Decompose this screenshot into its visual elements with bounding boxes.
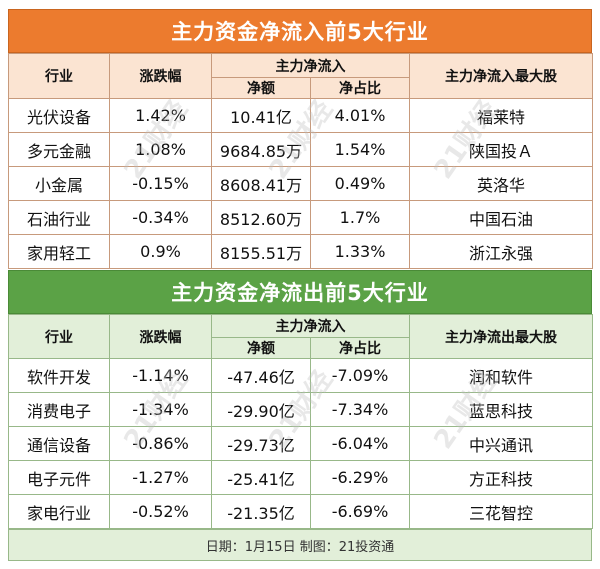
cell-change: 0.9% [109, 234, 212, 269]
header-amount: 净额 [211, 77, 311, 99]
cell-change: -1.34% [109, 392, 212, 427]
outflow-table: 行业 涨跌幅 主力净流入 主力净流出最大股 净额 净占比 软件开发 -1.14%… [8, 314, 593, 529]
cell-change: -0.15% [109, 166, 212, 201]
cell-top-stock: 三花智控 [409, 494, 593, 529]
cell-ratio: -7.09% [310, 358, 410, 393]
header-ratio: 净占比 [310, 77, 410, 99]
cell-top-stock: 蓝思科技 [409, 392, 593, 427]
cell-industry: 光伏设备 [8, 98, 110, 133]
cell-top-stock: 陕国投Ａ [409, 132, 593, 167]
cell-industry: 通信设备 [8, 426, 110, 461]
cell-change: -0.86% [109, 426, 212, 461]
cell-top-stock: 福莱特 [409, 98, 593, 133]
inflow-table: 行业 涨跌幅 主力净流入 主力净流入最大股 净额 净占比 光伏设备 1.42% … [8, 53, 593, 269]
header-top-stock: 主力净流出最大股 [409, 314, 593, 359]
cell-change: 1.42% [109, 98, 212, 133]
cell-amount: 8512.60万 [211, 200, 311, 235]
cell-amount: -47.46亿 [211, 358, 311, 393]
table-row: 多元金融 1.08% 9684.85万 1.54% 陕国投Ａ [8, 132, 593, 167]
cell-industry: 消费电子 [8, 392, 110, 427]
cell-industry: 家用轻工 [8, 234, 110, 269]
header-industry: 行业 [8, 314, 110, 359]
cell-top-stock: 方正科技 [409, 460, 593, 495]
cell-ratio: 4.01% [310, 98, 410, 133]
header-change: 涨跌幅 [109, 53, 212, 99]
cell-amount: 8608.41万 [211, 166, 311, 201]
cell-change: -1.14% [109, 358, 212, 393]
cell-top-stock: 英洛华 [409, 166, 593, 201]
header-main-net: 主力净流入 [211, 53, 410, 78]
cell-top-stock: 浙江永强 [409, 234, 593, 269]
cell-ratio: 1.7% [310, 200, 410, 235]
table-row: 通信设备 -0.86% -29.73亿 -6.04% 中兴通讯 [8, 426, 593, 461]
cell-top-stock: 中兴通讯 [409, 426, 593, 461]
table-row: 电子元件 -1.27% -25.41亿 -6.29% 方正科技 [8, 460, 593, 495]
cell-top-stock: 中国石油 [409, 200, 593, 235]
cell-amount: -29.73亿 [211, 426, 311, 461]
cell-ratio: -6.04% [310, 426, 410, 461]
table-row: 小金属 -0.15% 8608.41万 0.49% 英洛华 [8, 166, 593, 201]
outflow-title: 主力资金净流出前5大行业 [8, 270, 592, 314]
cell-industry: 电子元件 [8, 460, 110, 495]
table-row: 软件开发 -1.14% -47.46亿 -7.09% 润和软件 [8, 358, 593, 393]
table-row: 光伏设备 1.42% 10.41亿 4.01% 福莱特 [8, 98, 593, 133]
cell-top-stock: 润和软件 [409, 358, 593, 393]
cell-amount: -21.35亿 [211, 494, 311, 529]
cell-amount: 9684.85万 [211, 132, 311, 167]
cell-ratio: 0.49% [310, 166, 410, 201]
header-ratio: 净占比 [310, 337, 410, 359]
cell-industry: 软件开发 [8, 358, 110, 393]
cell-change: -0.34% [109, 200, 212, 235]
cell-industry: 家电行业 [8, 494, 110, 529]
table-row: 石油行业 -0.34% 8512.60万 1.7% 中国石油 [8, 200, 593, 235]
cell-ratio: -6.29% [310, 460, 410, 495]
footer-credit: 日期：1月15日 制图：21投资通 [8, 529, 592, 561]
cell-amount: -29.90亿 [211, 392, 311, 427]
table-row: 家电行业 -0.52% -21.35亿 -6.69% 三花智控 [8, 494, 593, 529]
cell-change: 1.08% [109, 132, 212, 167]
cell-amount: 10.41亿 [211, 98, 311, 133]
cell-ratio: -7.34% [310, 392, 410, 427]
header-top-stock: 主力净流入最大股 [409, 53, 593, 99]
table-row: 家用轻工 0.9% 8155.51万 1.33% 浙江永强 [8, 234, 593, 269]
cell-industry: 小金属 [8, 166, 110, 201]
header-industry: 行业 [8, 53, 110, 99]
cell-industry: 多元金融 [8, 132, 110, 167]
cell-ratio: 1.33% [310, 234, 410, 269]
inflow-title: 主力资金净流入前5大行业 [8, 9, 592, 53]
cell-change: -1.27% [109, 460, 212, 495]
cell-ratio: -6.69% [310, 494, 410, 529]
header-main-net: 主力净流入 [211, 314, 410, 338]
cell-amount: 8155.51万 [211, 234, 311, 269]
cell-amount: -25.41亿 [211, 460, 311, 495]
header-change: 涨跌幅 [109, 314, 212, 359]
cell-industry: 石油行业 [8, 200, 110, 235]
header-amount: 净额 [211, 337, 311, 359]
cell-change: -0.52% [109, 494, 212, 529]
cell-ratio: 1.54% [310, 132, 410, 167]
table-row: 消费电子 -1.34% -29.90亿 -7.34% 蓝思科技 [8, 392, 593, 427]
